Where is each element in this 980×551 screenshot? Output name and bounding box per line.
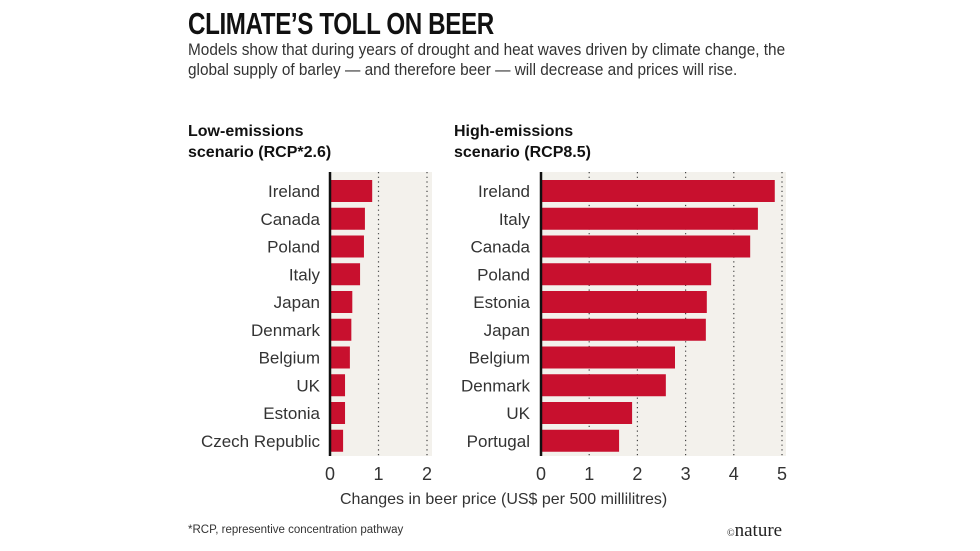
low-category-label: Belgium [259, 349, 320, 368]
low-category-label: Poland [267, 238, 320, 257]
low-category-label: Czech Republic [201, 432, 321, 451]
low-category-label: Italy [289, 265, 321, 284]
low-x-tick-label: 1 [373, 464, 383, 484]
high-category-label: Denmark [461, 376, 530, 395]
high-category-label: UK [506, 404, 530, 423]
high-bar-japan [541, 318, 706, 341]
low-bar-denmark [330, 318, 352, 341]
copyright-symbol: © [727, 528, 735, 539]
high-category-label: Ireland [478, 182, 530, 201]
footnote: *RCP, representive concentration pathway [188, 524, 404, 536]
low-category-label: Canada [260, 210, 320, 229]
high-category-label: Italy [499, 210, 531, 229]
high-category-label: Poland [477, 265, 530, 284]
low-bar-italy [330, 263, 361, 286]
high-title-line-1: High-emissions [454, 123, 574, 140]
chart-subtitle: Models show that during years of drought… [188, 41, 786, 79]
high-bar-italy [541, 207, 758, 230]
low-bar-japan [330, 291, 353, 313]
high-bar-poland [541, 263, 712, 286]
high-x-tick-label: 0 [536, 464, 546, 484]
low-category-label: Denmark [251, 321, 320, 340]
low-emissions-panel-title: Low-emissions scenario (RCP*2.6) [188, 121, 331, 163]
high-category-label: Estonia [473, 293, 530, 312]
high-bar-denmark [541, 374, 666, 397]
high-bar-uk [541, 402, 633, 424]
high-category-label: Japan [484, 321, 530, 340]
high-x-tick-label: 4 [729, 464, 739, 484]
high-category-label: Belgium [469, 349, 530, 368]
high-x-tick-label: 5 [777, 464, 787, 484]
low-category-label: UK [296, 376, 320, 395]
low-bar-poland [330, 235, 364, 258]
high-bar-belgium [541, 346, 675, 369]
low-category-label: Japan [274, 293, 320, 312]
low-bar-czech-republic [330, 429, 344, 452]
high-bar-estonia [541, 291, 707, 313]
low-bar-belgium [330, 346, 350, 369]
low-x-tick-label: 2 [422, 464, 432, 484]
low-category-label: Ireland [268, 182, 320, 201]
high-category-label: Canada [470, 238, 530, 257]
high-x-tick-label: 1 [584, 464, 594, 484]
low-title-line-1: Low-emissions [188, 123, 304, 140]
nature-logo: ©nature [727, 520, 782, 542]
logo-text: nature [734, 520, 783, 541]
x-axis-label: Changes in beer price (US$ per 500 milli… [340, 491, 668, 508]
low-category-label: Estonia [263, 404, 320, 423]
high-emissions-panel-title: High-emissions scenario (RCP8.5) [454, 121, 591, 163]
high-x-tick-label: 2 [632, 464, 642, 484]
high-category-label: Portugal [467, 432, 530, 451]
low-bar-uk [330, 374, 346, 397]
high-bar-ireland [541, 180, 775, 202]
high-x-tick-label: 3 [681, 464, 691, 484]
low-bar-canada [330, 207, 365, 230]
chart-title: CLIMATE’S TOLL ON BEER [188, 6, 494, 41]
high-title-line-2: scenario (RCP8.5) [454, 144, 591, 161]
high-bar-canada [541, 235, 751, 258]
low-title-line-2: scenario (RCP*2.6) [188, 144, 332, 161]
high-bar-portugal [541, 429, 620, 452]
low-bar-estonia [330, 402, 346, 424]
low-bar-ireland [330, 180, 373, 202]
low-x-tick-label: 0 [325, 464, 335, 484]
